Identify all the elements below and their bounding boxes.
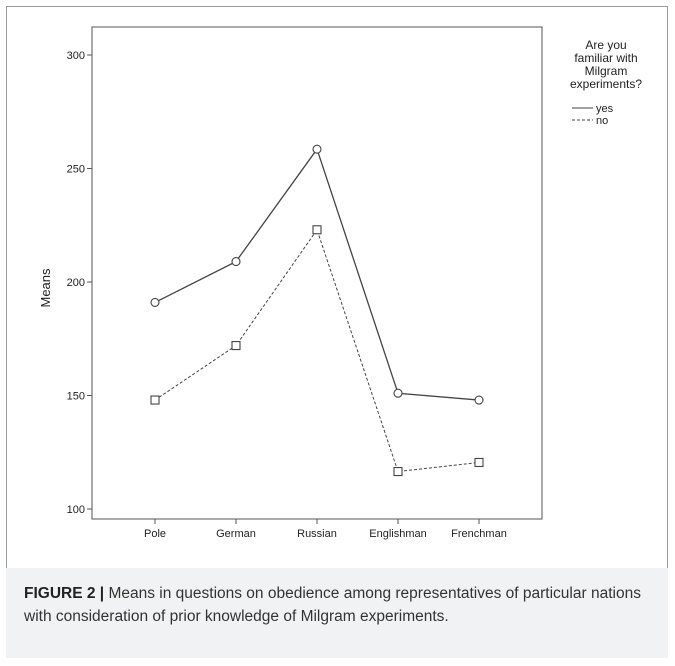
x-tick-label: Frenchman [451,528,507,540]
data-point-yes [231,257,241,267]
x-tick-label: Russian [297,528,337,540]
line-chart: 100 150 200 250 300 Pole German Russian Englishm… [38,26,642,540]
data-point-yes [393,388,403,398]
caption-text: Means in questions on obedience among re… [24,585,641,625]
caption-background [6,568,668,658]
legend-title-line: Milgram [585,64,628,78]
legend-label-no: no [596,115,608,127]
y-tick-label: 250 [67,164,85,176]
y-tick-label: 300 [67,50,85,62]
series-line-no [154,228,480,473]
plot-area: 100 150 200 250 300 Pole German Russian Englishm… [67,26,543,540]
legend-title-line: Are you [585,38,626,52]
x-tick-label: German [216,528,256,540]
data-point-yes [474,395,484,405]
figure-frame [6,6,668,658]
data-point-no [393,466,403,477]
data-point-no [150,395,160,405]
y-tick-label: 200 [67,277,85,289]
data-point-no [474,457,484,468]
legend-title-line: familiar with [574,51,637,65]
x-tick-label: Pole [144,528,166,540]
plot-border [91,26,543,520]
series-line-yes [154,147,480,401]
data-point-yes [150,297,160,307]
data-point-no [231,341,241,351]
figure-label: FIGURE 2 | [24,585,105,602]
data-point-yes [312,144,322,154]
legend-label-yes: yes [596,103,614,115]
data-point-no [312,225,322,235]
x-tick-label: Englishman [369,528,426,540]
y-tick-label: 150 [67,391,85,403]
y-axis-label: Means [38,268,53,308]
legend-title-line: experiments? [570,77,642,91]
figure-caption: FIGURE 2 | Means in questions on obedien… [24,582,654,628]
y-tick-label: 100 [67,504,85,516]
